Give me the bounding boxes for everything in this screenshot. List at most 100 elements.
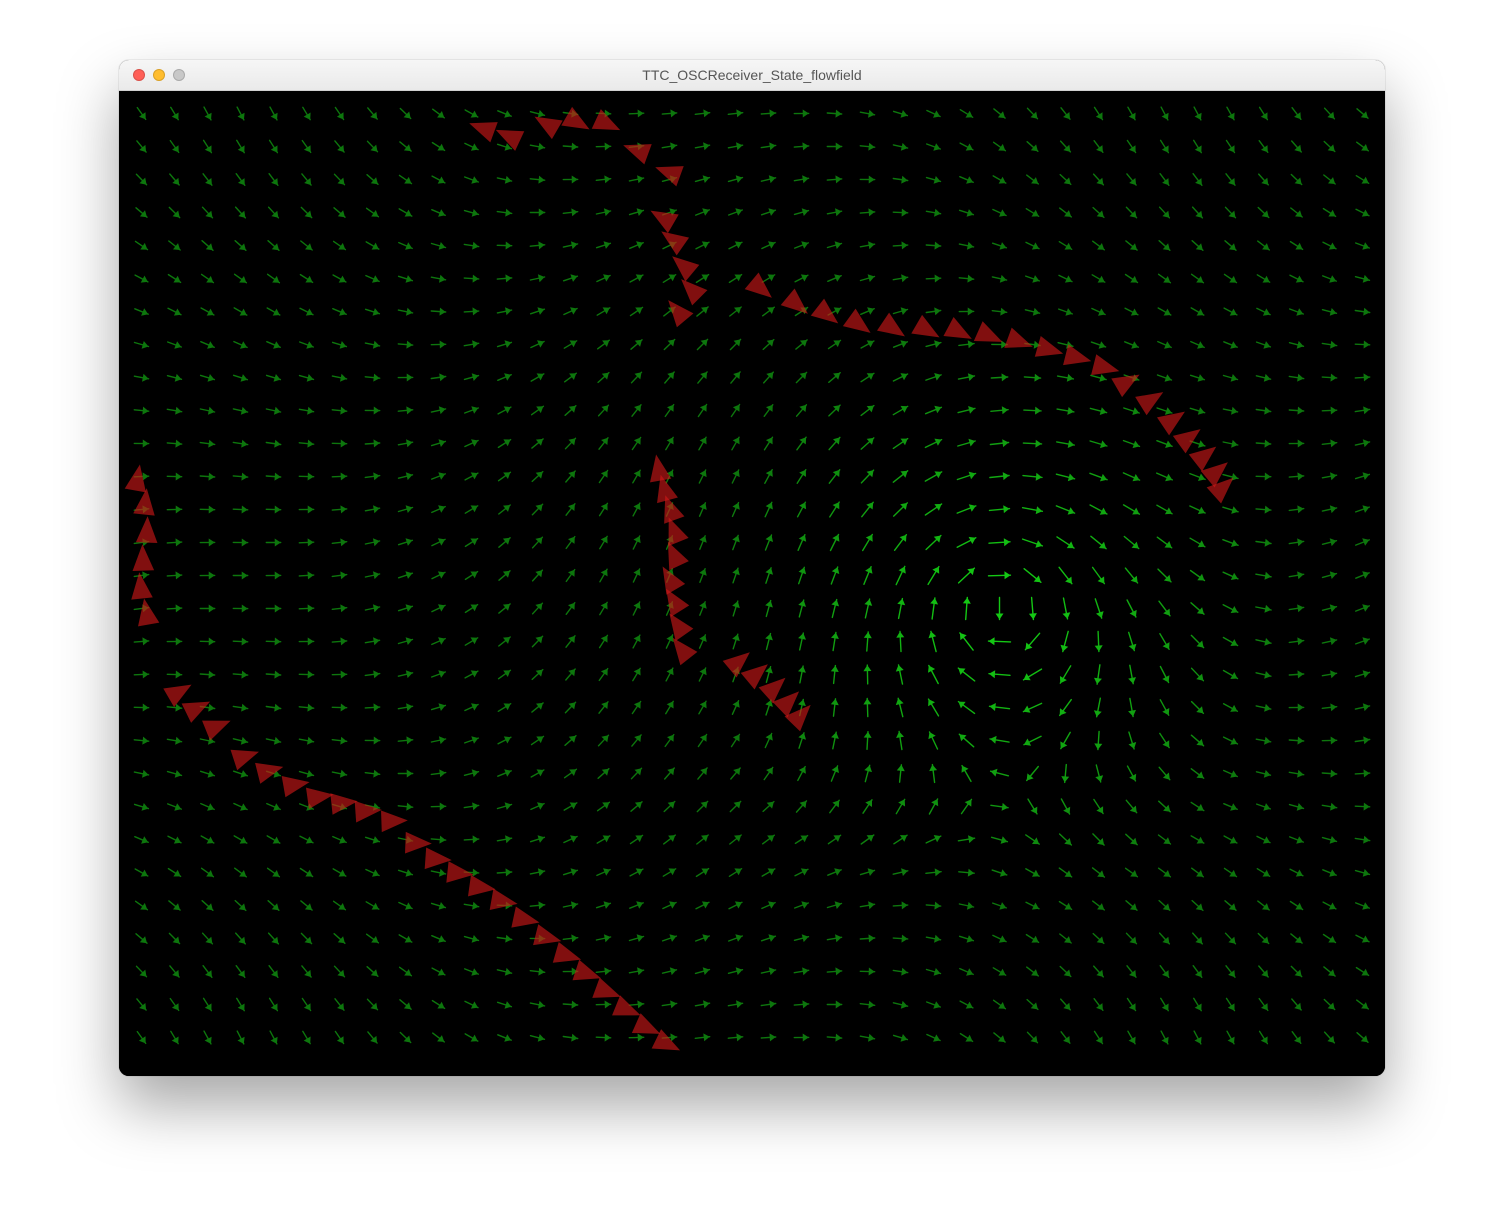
flow-arrow	[894, 340, 908, 348]
flow-arrow	[1158, 341, 1171, 348]
flow-arrow	[432, 176, 445, 184]
flow-arrow	[1024, 407, 1041, 415]
flow-arrow	[237, 1031, 244, 1044]
flow-arrow	[1061, 765, 1069, 783]
flow-arrow	[1061, 631, 1069, 651]
flow-arrow	[962, 766, 972, 782]
flow-arrow	[662, 109, 676, 117]
flow-arrow	[630, 274, 643, 282]
flow-arrow	[893, 935, 907, 943]
flow-arrow	[1093, 567, 1105, 583]
flow-arrow	[303, 107, 311, 119]
flow-arrow	[200, 506, 214, 514]
flow-arrow	[1257, 869, 1269, 877]
flow-arrow	[1126, 241, 1137, 250]
flow-arrow	[201, 836, 214, 844]
flow-arrow	[1322, 737, 1336, 745]
flow-arrow	[630, 208, 644, 216]
flow-arrow	[167, 538, 181, 546]
flow-arrow	[795, 934, 809, 942]
flow-arrow	[1026, 242, 1039, 249]
flow-arrow	[332, 473, 346, 481]
flow-arrow	[1225, 868, 1237, 876]
flow-arrow	[630, 868, 643, 876]
flow-arrow	[730, 801, 740, 811]
flow-arrow	[1125, 341, 1139, 348]
flow-arrow	[465, 373, 479, 381]
flow-arrow	[1256, 671, 1271, 679]
flow-arrow	[497, 935, 511, 943]
flow-arrow	[1292, 108, 1301, 120]
flow-arrow	[698, 735, 706, 747]
flow-arrow	[731, 768, 740, 779]
flow-arrow	[167, 638, 181, 646]
flow-arrow	[368, 1032, 377, 1043]
window-title: TTC_OSCReceiver_State_flowfield	[119, 60, 1385, 90]
titlebar[interactable]: TTC_OSCReceiver_State_flowfield	[119, 60, 1385, 91]
flow-arrow	[1256, 737, 1270, 745]
close-icon[interactable]	[133, 69, 145, 81]
flow-arrow	[497, 307, 511, 315]
flow-arrow	[729, 241, 742, 248]
flow-arrow	[432, 604, 445, 611]
flow-arrow	[1126, 800, 1136, 812]
flow-arrow	[464, 275, 478, 283]
flow-arrow	[332, 505, 346, 513]
flow-arrow	[1190, 407, 1204, 415]
flow-arrow	[697, 801, 707, 811]
flow-arrow	[566, 636, 575, 647]
flow-arrow	[665, 405, 673, 417]
flow-arrow	[831, 666, 839, 684]
zoom-icon[interactable]	[173, 69, 185, 81]
flow-arrow	[732, 568, 740, 583]
flow-arrow	[497, 274, 511, 282]
flow-arrow	[664, 835, 676, 844]
boid	[673, 271, 707, 305]
flow-arrow	[1092, 308, 1105, 315]
flow-arrow	[799, 567, 807, 583]
flow-arrow	[136, 241, 148, 249]
flow-arrow	[1323, 538, 1337, 546]
flow-arrow	[1325, 1032, 1335, 1043]
flow-arrow	[732, 734, 740, 746]
flow-arrow	[1357, 1033, 1368, 1043]
flow-arrow	[168, 275, 180, 283]
flow-arrow	[1192, 901, 1203, 911]
flow-arrow	[233, 704, 247, 712]
flow-arrow	[1094, 174, 1104, 185]
flow-arrow	[893, 1001, 907, 1009]
flow-arrow	[1223, 506, 1238, 514]
flow-arrow	[666, 701, 674, 713]
flow-arrow	[1129, 632, 1137, 650]
flow-arrow	[1128, 766, 1137, 781]
flow-arrow	[1124, 505, 1140, 515]
flow-arrow	[1160, 634, 1170, 650]
minimize-icon[interactable]	[153, 69, 165, 81]
flow-arrow	[1061, 141, 1071, 152]
flow-arrow	[1289, 407, 1303, 415]
flow-arrow	[926, 340, 941, 348]
flow-arrow	[465, 703, 478, 710]
flow-arrow	[368, 141, 378, 151]
flow-arrow	[563, 901, 577, 909]
flow-arrow	[796, 340, 807, 349]
flow-arrow	[860, 968, 874, 976]
flow-arrow	[399, 935, 412, 943]
flow-arrow	[303, 1031, 311, 1043]
flow-arrow	[1094, 141, 1103, 153]
flow-arrow	[332, 671, 346, 679]
flow-arrow	[993, 242, 1007, 250]
flow-arrow	[134, 440, 148, 448]
flow-arrow	[633, 668, 641, 680]
boid	[255, 756, 286, 783]
flow-arrow	[531, 1034, 545, 1042]
flow-arrow	[894, 307, 908, 315]
flowfield-arrows-layer	[134, 107, 1369, 1044]
flow-arrow	[1323, 308, 1337, 316]
flow-arrow	[861, 835, 874, 844]
flow-arrow	[1355, 439, 1369, 447]
flow-arrow	[728, 142, 742, 150]
flow-arrow	[1193, 174, 1202, 186]
flow-arrow	[696, 275, 708, 283]
flow-arrow	[465, 176, 479, 184]
